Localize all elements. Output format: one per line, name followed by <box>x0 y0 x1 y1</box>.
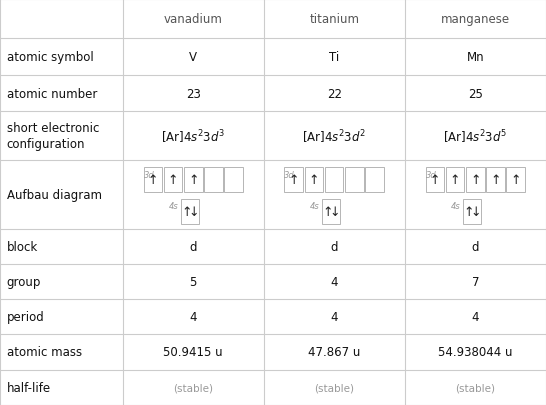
Bar <box>325 168 343 193</box>
Text: atomic number: atomic number <box>7 87 97 100</box>
Bar <box>224 168 243 193</box>
Text: d: d <box>472 241 479 254</box>
Text: V: V <box>189 51 197 64</box>
Text: titanium: titanium <box>309 13 359 26</box>
Text: d: d <box>189 241 197 254</box>
Text: manganese: manganese <box>441 13 510 26</box>
Text: [Ar]4$s^2$3$d^5$: [Ar]4$s^2$3$d^5$ <box>443 128 507 145</box>
Text: ↑: ↑ <box>188 174 199 187</box>
Text: (stable): (stable) <box>173 383 213 393</box>
Bar <box>284 168 303 193</box>
Bar <box>164 168 182 193</box>
Text: 54.938044 u: 54.938044 u <box>438 345 513 358</box>
Text: 4s: 4s <box>310 201 319 210</box>
Text: 25: 25 <box>468 87 483 100</box>
Text: ↓: ↓ <box>329 205 340 218</box>
Text: Mn: Mn <box>466 51 484 64</box>
Text: [Ar]4$s^2$3$d^2$: [Ar]4$s^2$3$d^2$ <box>302 128 366 145</box>
Text: ↑: ↑ <box>147 174 158 187</box>
Text: d: d <box>330 241 338 254</box>
Text: ↑: ↑ <box>308 174 319 187</box>
Text: 4: 4 <box>189 310 197 323</box>
Bar <box>365 168 384 193</box>
Text: ↑: ↑ <box>181 205 192 218</box>
Bar <box>322 199 340 224</box>
Text: ↑: ↑ <box>464 205 474 218</box>
Text: 3d: 3d <box>144 170 155 179</box>
Bar <box>305 168 323 193</box>
Bar <box>426 168 444 193</box>
Text: Aufbau diagram: Aufbau diagram <box>7 189 102 202</box>
Text: (stable): (stable) <box>455 383 495 393</box>
Bar <box>345 168 364 193</box>
Text: 23: 23 <box>186 87 201 100</box>
Text: block: block <box>7 241 38 254</box>
Text: 22: 22 <box>327 87 342 100</box>
Text: 4s: 4s <box>169 201 179 210</box>
Text: 4: 4 <box>472 310 479 323</box>
Text: group: group <box>7 275 41 288</box>
Text: ↑: ↑ <box>490 174 501 187</box>
Text: ↑: ↑ <box>322 205 333 218</box>
Text: ↓: ↓ <box>470 205 480 218</box>
Text: atomic mass: atomic mass <box>7 345 82 358</box>
Bar <box>466 168 485 193</box>
Text: 4: 4 <box>330 310 338 323</box>
Text: 47.867 u: 47.867 u <box>308 345 360 358</box>
Bar <box>184 168 203 193</box>
Bar <box>204 168 223 193</box>
Text: ↑: ↑ <box>430 174 440 187</box>
Bar <box>446 168 464 193</box>
Bar <box>144 168 162 193</box>
Text: ↑: ↑ <box>511 174 521 187</box>
Bar <box>486 168 505 193</box>
Text: ↑: ↑ <box>288 174 299 187</box>
Text: 50.9415 u: 50.9415 u <box>163 345 223 358</box>
Text: half-life: half-life <box>7 381 51 394</box>
Bar <box>463 199 482 224</box>
Text: vanadium: vanadium <box>164 13 223 26</box>
Text: [Ar]4$s^2$3$d^3$: [Ar]4$s^2$3$d^3$ <box>161 128 225 145</box>
Text: ↓: ↓ <box>188 205 199 218</box>
Text: ↑: ↑ <box>168 174 179 187</box>
Text: 4: 4 <box>330 275 338 288</box>
Text: period: period <box>7 310 44 323</box>
Text: (stable): (stable) <box>314 383 354 393</box>
Bar <box>507 168 525 193</box>
Text: ↑: ↑ <box>470 174 480 187</box>
Text: ↑: ↑ <box>450 174 460 187</box>
Text: 7: 7 <box>472 275 479 288</box>
Text: 5: 5 <box>189 275 197 288</box>
Text: short electronic
configuration: short electronic configuration <box>7 122 99 151</box>
Text: 3d: 3d <box>426 170 436 179</box>
Text: Ti: Ti <box>329 51 339 64</box>
Text: 4s: 4s <box>451 201 460 210</box>
Bar <box>181 199 199 224</box>
Text: 3d: 3d <box>284 170 295 179</box>
Text: atomic symbol: atomic symbol <box>7 51 93 64</box>
